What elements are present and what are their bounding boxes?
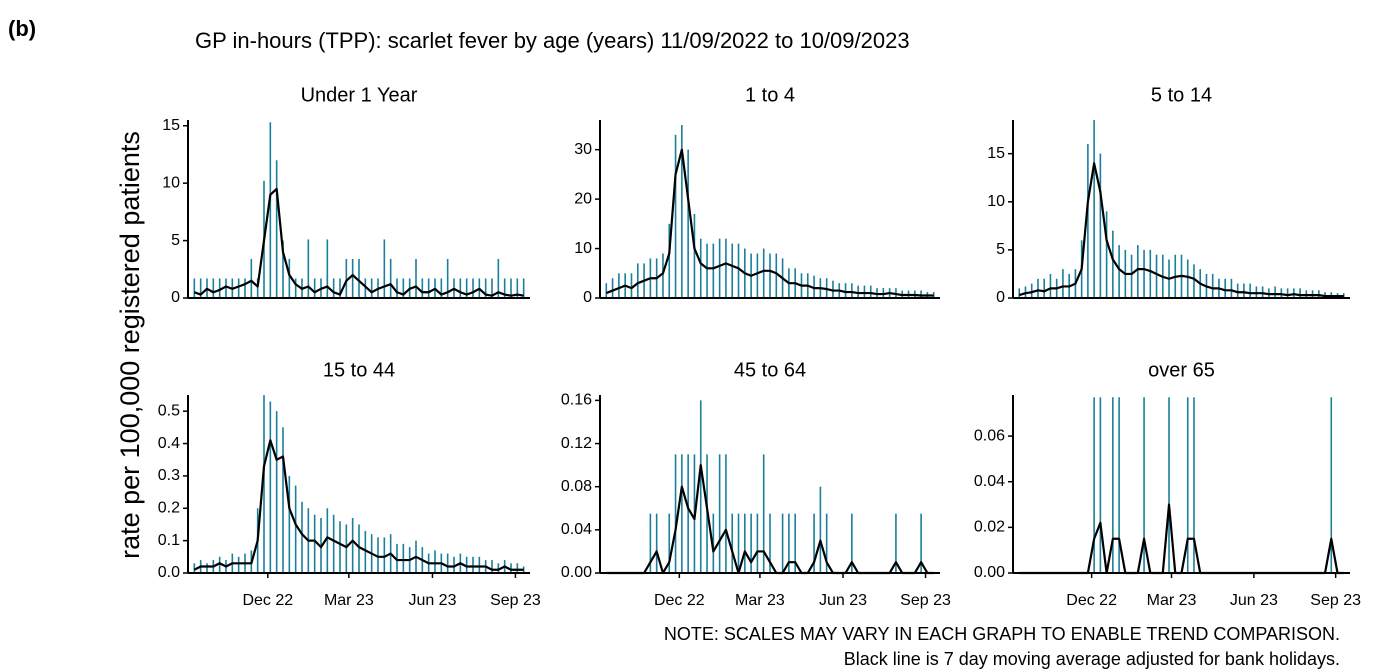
- x-tick-label: Mar 23: [324, 592, 374, 609]
- y-tick-label: 10: [987, 193, 1005, 210]
- x-tick-label: Sep 23: [1310, 592, 1361, 609]
- x-tick-label: Mar 23: [735, 592, 785, 609]
- y-tick-label: 0.02: [974, 519, 1005, 536]
- x-tick-label: Sep 23: [490, 592, 541, 609]
- x-tick-label: Dec 22: [1066, 592, 1117, 609]
- y-tick-label: 0.00: [561, 564, 592, 581]
- y-tick-label: 0: [171, 289, 180, 306]
- x-tick-label: Dec 22: [654, 592, 705, 609]
- y-tick-label: 30: [574, 141, 592, 158]
- y-tick-label: 0.12: [561, 435, 592, 452]
- panel-title: 1 to 4: [745, 84, 795, 106]
- x-tick-label: Mar 23: [1147, 592, 1197, 609]
- x-tick-label: Jun 23: [819, 592, 867, 609]
- y-tick-label: 0.0: [158, 564, 180, 581]
- chart-title: GP in-hours (TPP): scarlet fever by age …: [195, 28, 910, 53]
- y-tick-label: 0.08: [561, 478, 592, 495]
- y-tick-label: 5: [996, 241, 1005, 258]
- moving-average-line: [605, 148, 934, 297]
- x-tick-label: Dec 22: [242, 592, 293, 609]
- y-tick-label: 0.04: [974, 473, 1005, 490]
- y-tick-label: 5: [171, 232, 180, 249]
- y-tick-label: 15: [162, 117, 180, 134]
- moving-average-line: [1018, 162, 1344, 298]
- y-tick-label: 0.06: [974, 427, 1005, 444]
- panel-title: 5 to 14: [1151, 84, 1212, 106]
- panel-title: over 65: [1148, 359, 1215, 381]
- y-tick-label: 20: [574, 190, 592, 207]
- x-tick-label: Jun 23: [408, 592, 456, 609]
- y-axis-label: rate per 100,000 registered patients: [115, 131, 145, 559]
- x-tick-label: Sep 23: [900, 592, 951, 609]
- y-tick-label: 15: [987, 145, 1005, 162]
- y-tick-label: 0.16: [561, 392, 592, 409]
- note: Black line is 7 day moving average adjus…: [844, 649, 1340, 669]
- moving-average-line: [1019, 503, 1344, 575]
- y-tick-label: 0.04: [561, 521, 592, 538]
- y-tick-label: 0: [583, 289, 592, 306]
- panel-label: (b): [8, 16, 36, 41]
- y-tick-label: 0.2: [158, 499, 180, 516]
- moving-average-line: [193, 439, 524, 571]
- y-tick-label: 0.4: [158, 435, 180, 452]
- panel-title: 15 to 44: [323, 359, 395, 381]
- y-tick-label: 10: [574, 240, 592, 257]
- panel-title: 45 to 64: [734, 359, 806, 381]
- y-tick-label: 0.5: [158, 402, 180, 419]
- y-tick-label: 0.00: [974, 564, 1005, 581]
- panel-title: Under 1 Year: [301, 84, 418, 106]
- moving-average-line: [193, 187, 524, 297]
- x-tick-label: Jun 23: [1230, 592, 1278, 609]
- y-tick-label: 0.3: [158, 467, 180, 484]
- note: NOTE: SCALES MAY VARY IN EACH GRAPH TO E…: [664, 624, 1340, 644]
- y-tick-label: 0: [996, 289, 1005, 306]
- y-tick-label: 0.1: [158, 532, 180, 549]
- y-tick-label: 10: [162, 174, 180, 191]
